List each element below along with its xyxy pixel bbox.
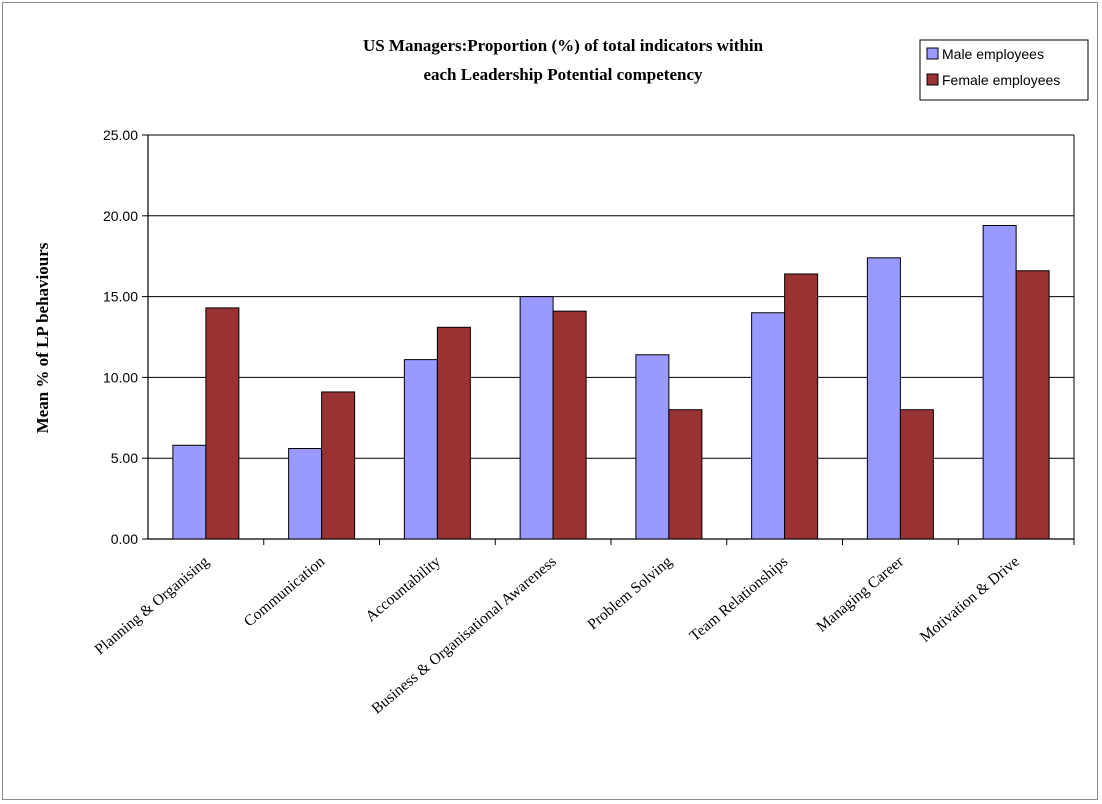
gridlines xyxy=(148,134,1075,539)
bar-male xyxy=(866,257,901,540)
bar-female xyxy=(784,273,819,540)
legend-label: Male employees xyxy=(942,46,1044,62)
chart-title-line-1: US Managers:Proportion (%) of total indi… xyxy=(363,36,764,55)
category-label: Managing Career xyxy=(813,553,907,636)
bar-male xyxy=(982,224,1017,540)
legend-swatch-male xyxy=(926,47,939,60)
bar-female xyxy=(205,307,240,540)
legend-label: Female employees xyxy=(942,72,1060,88)
y-tick-label: 15.00 xyxy=(103,289,138,305)
y-tick-label: 25.00 xyxy=(103,127,138,143)
category-label: Problem Solving xyxy=(584,553,675,633)
category-label: Business & Organisational Awareness xyxy=(368,553,559,717)
legend-swatch-female xyxy=(926,73,939,86)
y-tick-label: 5.00 xyxy=(111,450,138,466)
category-label: Team Relationships xyxy=(686,553,791,645)
bar-female xyxy=(899,409,934,540)
bar-female xyxy=(321,391,356,540)
category-labels: Planning & Organising Communication Accoun… xyxy=(92,553,1023,718)
bar-female xyxy=(436,326,471,540)
bar-female xyxy=(668,409,703,540)
chart-title: US Managers:Proportion (%) of total indi… xyxy=(363,36,764,84)
y-axis-label: Mean % of LP behaviours xyxy=(33,242,52,433)
legend: Male employees Female employees xyxy=(919,39,1089,101)
legend-box xyxy=(919,39,1089,101)
y-tick-label: 0.00 xyxy=(111,531,138,547)
bar-female xyxy=(1015,270,1050,540)
bars xyxy=(172,224,1050,540)
category-label: Planning & Organising xyxy=(92,553,213,658)
bar-male xyxy=(403,359,438,540)
bar-male xyxy=(172,444,207,540)
chart-title-line-2: each Leadership Potential competency xyxy=(423,65,703,84)
y-tick-label: 10.00 xyxy=(103,369,138,385)
category-label: Communication xyxy=(241,553,329,630)
bar-male xyxy=(635,354,670,540)
bar-female xyxy=(552,310,587,540)
bar-male xyxy=(751,312,786,540)
category-label: Accountability xyxy=(362,553,444,625)
category-label: Motivation & Drive xyxy=(917,553,1023,646)
bar-male xyxy=(519,296,554,540)
bar-male xyxy=(288,448,323,540)
y-tick-label: 20.00 xyxy=(103,208,138,224)
